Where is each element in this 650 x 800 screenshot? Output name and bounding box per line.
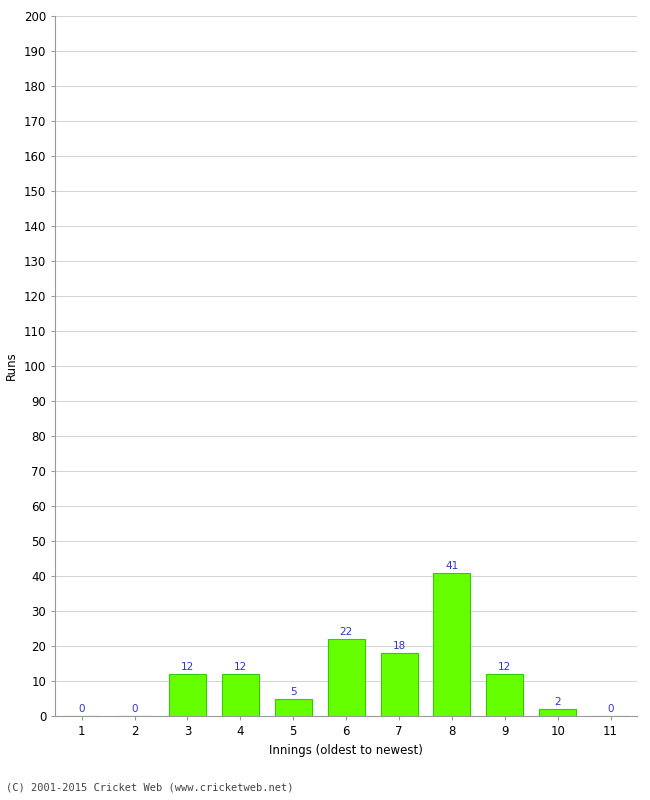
Text: 5: 5	[290, 686, 296, 697]
Text: 0: 0	[131, 704, 138, 714]
Text: 0: 0	[607, 704, 614, 714]
Text: 41: 41	[445, 561, 458, 570]
Text: 0: 0	[79, 704, 85, 714]
Bar	[434, 573, 471, 716]
Bar	[275, 698, 312, 716]
Bar	[486, 674, 523, 716]
Text: 22: 22	[339, 627, 353, 638]
Y-axis label: Runs: Runs	[5, 352, 18, 380]
Text: 12: 12	[498, 662, 512, 672]
Text: 12: 12	[234, 662, 247, 672]
Text: 18: 18	[393, 642, 406, 651]
Bar	[169, 674, 206, 716]
Bar	[328, 639, 365, 716]
Text: 2: 2	[554, 698, 561, 707]
Bar	[539, 709, 576, 716]
X-axis label: Innings (oldest to newest): Innings (oldest to newest)	[269, 743, 423, 757]
Bar	[222, 674, 259, 716]
Text: 12: 12	[181, 662, 194, 672]
Bar	[380, 653, 417, 716]
Text: (C) 2001-2015 Cricket Web (www.cricketweb.net): (C) 2001-2015 Cricket Web (www.cricketwe…	[6, 782, 294, 792]
